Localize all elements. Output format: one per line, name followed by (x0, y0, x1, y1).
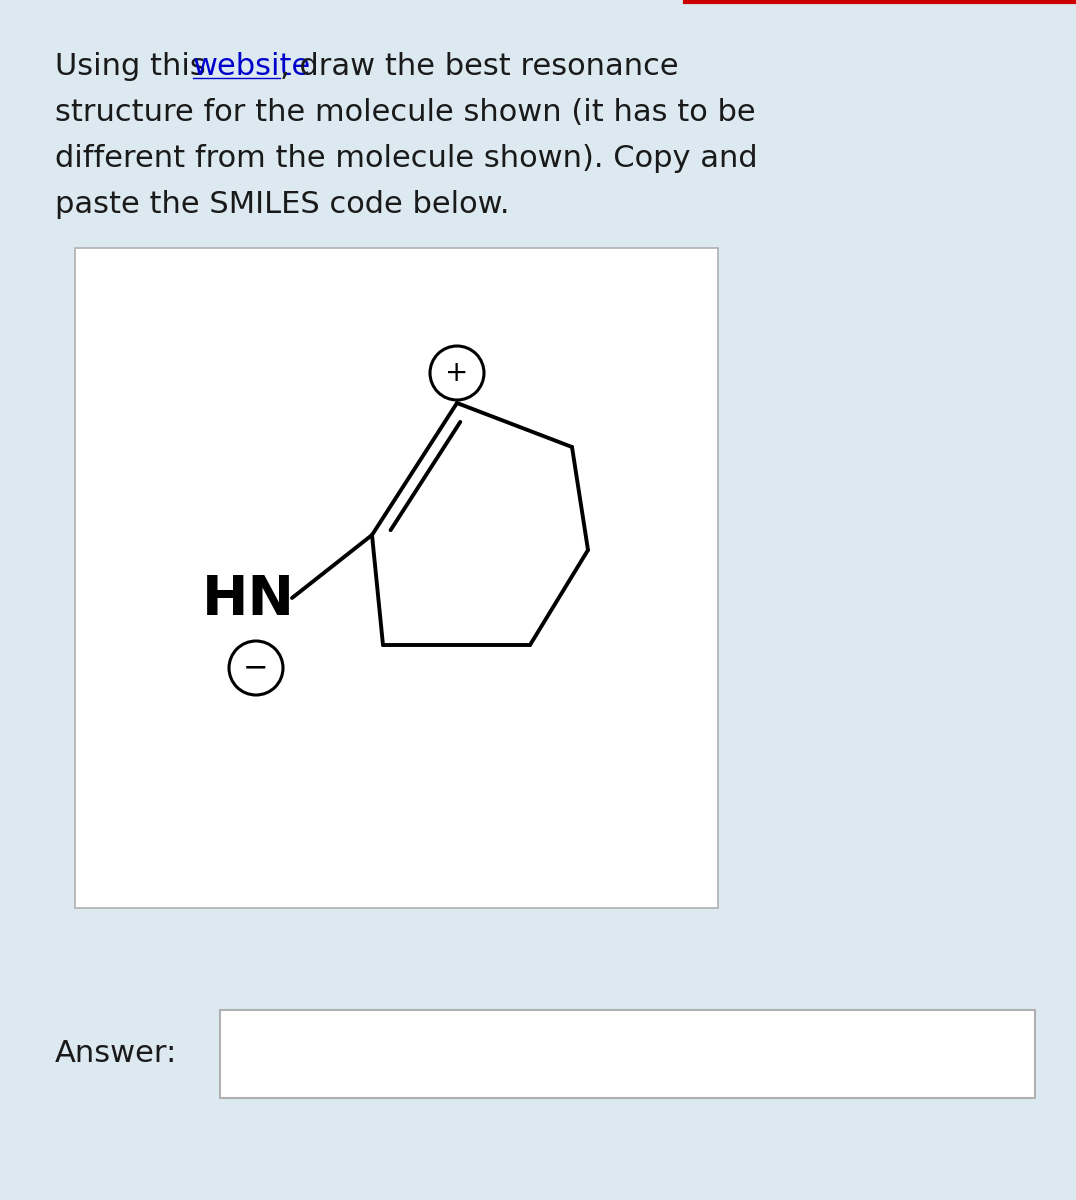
Text: Answer:: Answer: (55, 1039, 178, 1068)
Text: website: website (193, 52, 311, 80)
Text: −: − (243, 654, 269, 683)
Text: paste the SMILES code below.: paste the SMILES code below. (55, 190, 510, 218)
Text: +: + (445, 359, 469, 386)
FancyBboxPatch shape (75, 248, 718, 908)
Text: , draw the best resonance: , draw the best resonance (280, 52, 679, 80)
Text: structure for the molecule shown (it has to be: structure for the molecule shown (it has… (55, 98, 755, 127)
Text: Using this: Using this (55, 52, 215, 80)
FancyBboxPatch shape (220, 1010, 1035, 1098)
Text: different from the molecule shown). Copy and: different from the molecule shown). Copy… (55, 144, 758, 173)
Text: HN: HN (201, 572, 295, 626)
